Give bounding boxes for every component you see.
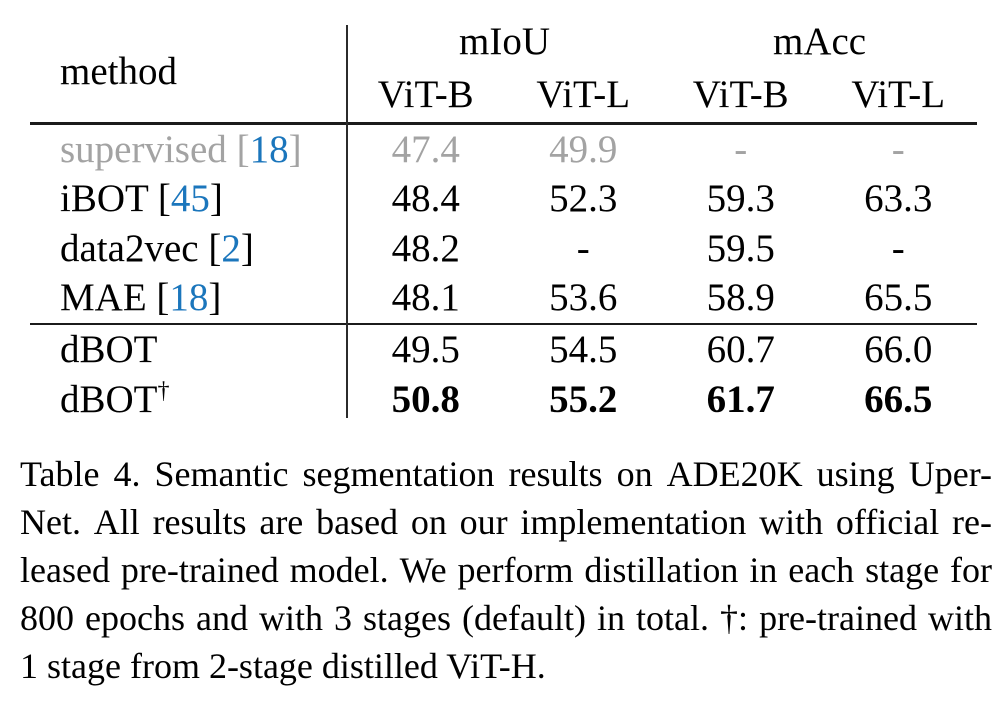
- metric-value: 60.7: [706, 328, 775, 372]
- metric-value: -: [734, 127, 748, 171]
- table-row: iBOT [45] 48.4 52.3 59.3 63.3: [30, 174, 977, 224]
- caption-line: Table 4. Semantic segmentation results on ADE2…: [20, 454, 992, 494]
- caption-line: 800 epochs and with 3 stages (default) in total.…: [20, 598, 992, 638]
- metric-value: 48.1: [391, 276, 460, 320]
- citation-link[interactable]: 45: [170, 177, 210, 221]
- method-name: iBOT: [60, 177, 149, 221]
- table-row: dBOT 49.5 54.5 60.7 66.0: [30, 325, 977, 375]
- method-cell: data2vec [2]: [60, 226, 254, 270]
- column-divider-line: [346, 25, 348, 418]
- metric-value: 47.4: [391, 127, 460, 171]
- results-table: method mIoU mAcc ViT-B ViT-L ViT-B ViT-L…: [30, 20, 977, 424]
- metric-value: 48.4: [391, 177, 460, 221]
- citation-link[interactable]: 18: [169, 276, 209, 320]
- metric-value: -: [576, 226, 590, 270]
- method-cell: dBOT†: [30, 377, 347, 422]
- caption-line: 1 stage from 2-stage distilled ViT-H.: [20, 646, 546, 686]
- metric-value: 61.7: [706, 377, 775, 421]
- group-header-miou: mIoU: [459, 20, 550, 63]
- mid-rule: [30, 322, 977, 325]
- method-cell: supervised [18]: [60, 127, 302, 171]
- metric-value: 65.5: [864, 276, 933, 320]
- method-column-header: method: [60, 49, 177, 93]
- metric-value: 53.6: [549, 276, 618, 320]
- table-header: method mIoU mAcc ViT-B ViT-L ViT-B ViT-L: [30, 20, 977, 122]
- sub-header-vitl: ViT-L: [536, 72, 631, 116]
- method-cell: iBOT [45]: [60, 177, 223, 221]
- metric-value: 66.0: [864, 328, 933, 372]
- table-row: MAE [18] 48.1 53.6 58.9 65.5: [30, 273, 977, 323]
- method-name: MAE: [60, 276, 147, 320]
- metric-value: 58.9: [706, 276, 775, 320]
- caption-line: leased pre-trained model. We perform distilla…: [20, 550, 992, 590]
- metric-value: 49.5: [391, 328, 460, 372]
- sub-header-vitl: ViT-L: [851, 72, 946, 116]
- caption-line: Net. All results are based on our implementatio…: [20, 502, 992, 542]
- metric-value: 50.8: [391, 377, 460, 421]
- citation-link[interactable]: 2: [221, 226, 241, 270]
- metric-value: 59.3: [706, 177, 775, 221]
- table-row: supervised [18] 47.4 49.9 - -: [30, 125, 977, 175]
- method-name: supervised: [60, 127, 227, 171]
- sub-header-vitb: ViT-B: [692, 72, 789, 116]
- group-header-macc: mAcc: [772, 20, 867, 63]
- method-name: dBOT: [60, 328, 158, 372]
- dagger-mark: †: [157, 376, 170, 404]
- table-caption: Table 4. Semantic segmentation results on ADE2…: [20, 450, 992, 690]
- method-cell: MAE [18]: [60, 276, 222, 320]
- metric-value: 52.3: [549, 177, 618, 221]
- method-cell: dBOT: [30, 327, 347, 372]
- method-name: dBOT: [60, 377, 158, 421]
- table-body-baselines: supervised [18] 47.4 49.9 - - iBOT [45] 48.4 52…: [30, 125, 977, 323]
- metric-value: 54.5: [549, 328, 618, 372]
- metric-value: 63.3: [864, 177, 933, 221]
- metric-value: -: [891, 127, 905, 171]
- metric-value: -: [891, 226, 905, 270]
- header-rule: [30, 122, 977, 125]
- metric-value: 66.5: [864, 377, 933, 421]
- table-body-ours: dBOT 49.5 54.5 60.7 66.0 dBOT† 50.8 55.2 61.7 66.…: [30, 325, 977, 424]
- sub-header-vitb: ViT-B: [377, 72, 474, 116]
- table-row: dBOT† 50.8 55.2 61.7 66.5: [30, 375, 977, 425]
- table-row: data2vec [2] 48.2 - 59.5 -: [30, 224, 977, 274]
- metric-value: 49.9: [549, 127, 618, 171]
- method-name: data2vec: [60, 226, 199, 270]
- metric-value: 59.5: [706, 226, 775, 270]
- metric-value: 48.2: [391, 226, 460, 270]
- metric-value: 55.2: [549, 377, 618, 421]
- citation-link[interactable]: 18: [249, 127, 289, 171]
